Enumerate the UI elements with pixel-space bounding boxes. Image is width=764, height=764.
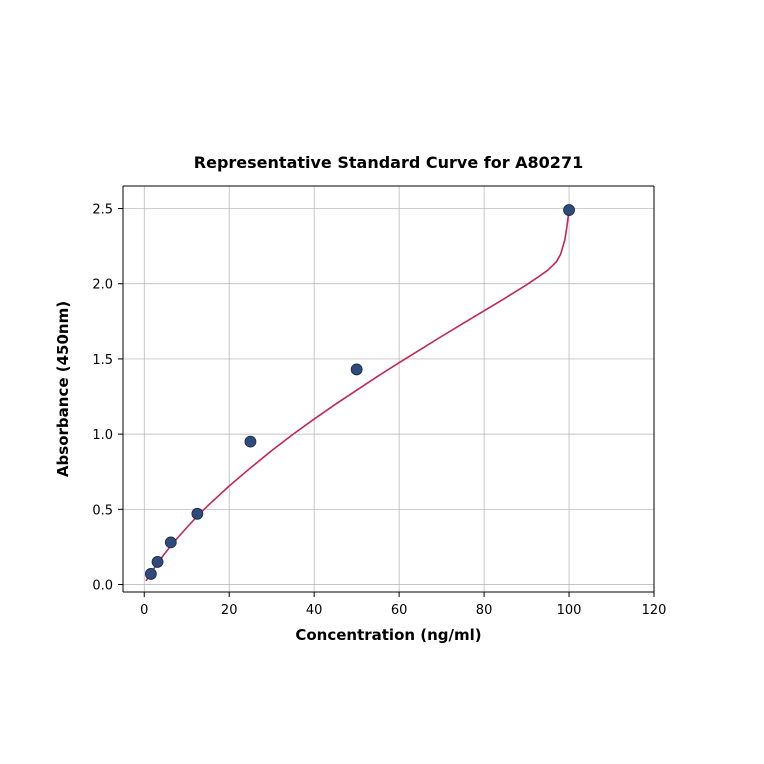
y-tick-label: 2.5	[92, 203, 113, 218]
data-point	[165, 537, 176, 548]
plot-area	[123, 186, 654, 592]
data-point	[145, 568, 156, 579]
x-tick-label: 40	[306, 603, 323, 618]
y-tick-label: 0.0	[92, 578, 113, 593]
y-axis-label: Absorbance (450nm)	[54, 301, 72, 477]
data-point	[152, 556, 163, 567]
y-tick-label: 2.0	[92, 278, 113, 293]
y-tick-label: 0.5	[92, 503, 113, 518]
x-tick-label: 0	[140, 603, 148, 618]
x-tick-label: 80	[476, 603, 493, 618]
plot-background	[123, 186, 654, 592]
y-tick-label: 1.5	[92, 353, 113, 368]
data-point	[245, 436, 256, 447]
x-tick-label: 60	[391, 603, 408, 618]
data-point	[351, 364, 362, 375]
x-tick-label: 100	[557, 603, 582, 618]
chart-title: Representative Standard Curve for A80271	[194, 153, 583, 172]
x-axis-label: Concentration (ng/ml)	[295, 626, 481, 644]
data-point	[192, 508, 203, 519]
y-tick-label: 1.0	[92, 428, 113, 443]
x-tick-label: 120	[642, 603, 667, 618]
x-tick-label: 20	[221, 603, 238, 618]
data-point	[564, 205, 575, 216]
standard-curve-chart: 0 20 40 60 80 100 120 0.0 0.5 1.0 1.5 2.0 2.5 Repre…	[0, 0, 764, 764]
